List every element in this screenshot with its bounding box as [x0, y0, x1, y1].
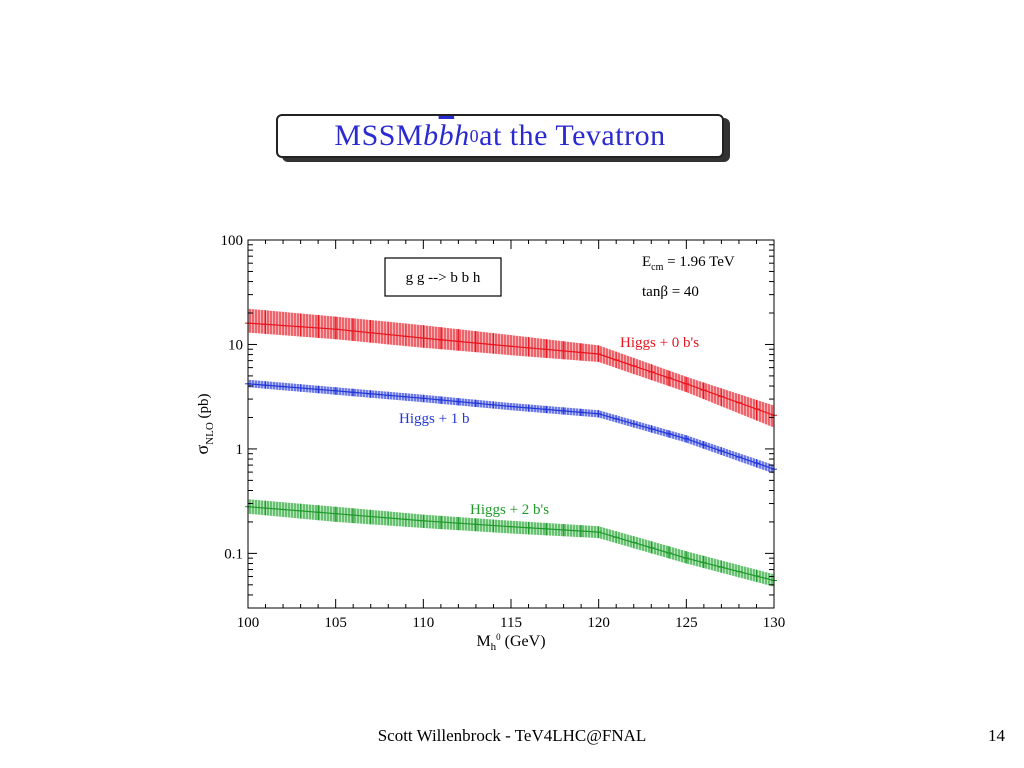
y-tick-label: 10: [228, 337, 243, 353]
title-h: h: [454, 119, 470, 152]
annotation-ecm-sub: cm: [651, 262, 663, 273]
slide-footer: Scott Willenbrock - TeV4LHC@FNAL: [377, 726, 647, 745]
y-tick-label: 100: [221, 233, 244, 249]
plot-frame: [247, 239, 775, 609]
title-b: b: [423, 119, 439, 152]
x-tick-label: 130: [763, 615, 786, 631]
title-bbar: b: [438, 119, 455, 152]
annotation-tanb: tanβ = 40: [642, 284, 699, 300]
y-tick-label: 0.1: [224, 546, 243, 562]
series-band-0: [248, 308, 774, 428]
series-band-2: [248, 499, 774, 587]
series-label-1: Higgs + 1 b: [399, 411, 470, 427]
x-axis-label: Mh0 (GeV): [476, 632, 545, 653]
y-axis-label: σNLO (pb): [192, 393, 216, 454]
x-tick-label: 110: [412, 615, 434, 631]
title-suffix: at the Tevatron: [479, 119, 666, 152]
title-prefix: MSSM: [334, 119, 424, 152]
series-label-2: Higgs + 2 b's: [470, 502, 549, 518]
series-label-0: Higgs + 0 b's: [620, 335, 699, 351]
y-tick-label: 1: [236, 442, 244, 458]
series-bands: [245, 308, 777, 587]
x-tick-label: 105: [324, 615, 347, 631]
title-sup: 0: [469, 125, 480, 146]
page-number: 14: [988, 726, 1005, 745]
x-tick-label: 120: [587, 615, 610, 631]
process-label-box: [384, 257, 502, 297]
annotation-ecm: Ecm = 1.96 TeV: [642, 254, 735, 273]
annotation-ecm-main: E: [642, 254, 651, 270]
series-line-1: [247, 383, 775, 470]
x-tick-label: 125: [675, 615, 698, 631]
x-tick-label: 100: [237, 615, 260, 631]
annotation-ecm-value: = 1.96 TeV: [663, 254, 734, 270]
process-label: g g --> b b h: [406, 270, 481, 286]
x-tick-label: 115: [500, 615, 522, 631]
